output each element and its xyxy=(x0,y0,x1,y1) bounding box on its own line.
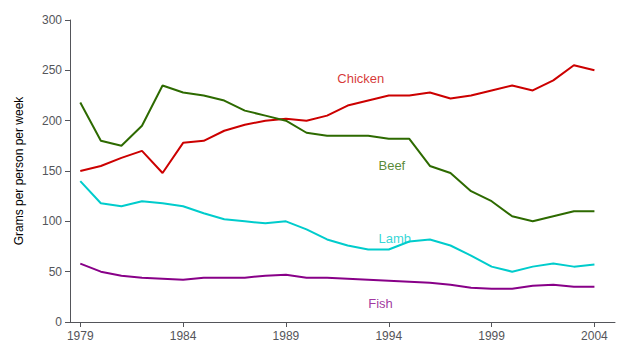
svg-text:150: 150 xyxy=(42,164,62,178)
svg-text:0: 0 xyxy=(55,315,62,329)
svg-text:100: 100 xyxy=(42,214,62,228)
svg-text:1984: 1984 xyxy=(170,329,197,343)
svg-text:Lamb: Lamb xyxy=(378,231,411,246)
svg-text:50: 50 xyxy=(49,265,63,279)
svg-text:Chicken: Chicken xyxy=(337,71,384,86)
svg-text:250: 250 xyxy=(42,63,62,77)
svg-text:1999: 1999 xyxy=(478,329,505,343)
svg-text:2004: 2004 xyxy=(581,329,608,343)
svg-text:Fish: Fish xyxy=(368,296,393,311)
svg-text:1989: 1989 xyxy=(273,329,300,343)
svg-text:1979: 1979 xyxy=(67,329,94,343)
svg-text:300: 300 xyxy=(42,13,62,27)
svg-text:Beef: Beef xyxy=(378,158,405,173)
svg-text:Grams per person per week: Grams per person per week xyxy=(12,96,26,246)
svg-text:200: 200 xyxy=(42,114,62,128)
svg-text:1994: 1994 xyxy=(375,329,402,343)
